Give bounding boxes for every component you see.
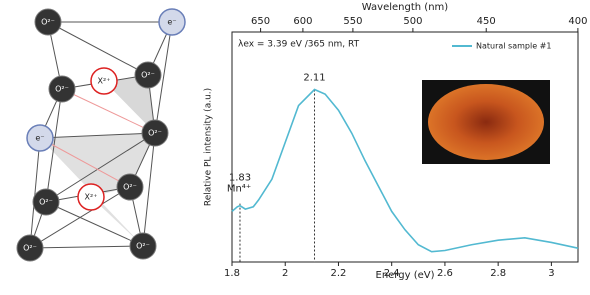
y-axis-label: Relative PL intensity (a.u.) <box>204 88 214 206</box>
x-tick-label: 2.4 <box>384 268 400 279</box>
x-tick-label: 3 <box>548 268 554 279</box>
atom-label: O²⁻ <box>55 85 69 94</box>
atom-label: e⁻ <box>167 18 176 27</box>
atom-label: O²⁻ <box>123 183 137 192</box>
x-tick-label: 2.8 <box>490 268 506 279</box>
atom-label: O²⁻ <box>136 242 150 251</box>
x-tick-label: 2.2 <box>331 268 347 279</box>
marker-label: 1.83 <box>229 173 251 184</box>
legend-label: Natural sample #1 <box>476 42 551 51</box>
x2-tick-label: 600 <box>293 16 312 27</box>
x2-axis-label: Wavelength (nm) <box>362 2 448 13</box>
edge <box>40 22 155 246</box>
atom-label: e⁻ <box>35 134 44 143</box>
figure: O²⁻ e⁻ O²⁻ X²⁺ O²⁻ e⁻ O²⁻ O²⁻ X²⁺ O²⁻ O²⁻ O²⁻ Energ… <box>0 0 590 295</box>
x-tick-label: 2.6 <box>437 268 453 279</box>
x-tick-label: 1.8 <box>224 268 240 279</box>
x2-tick-label: 400 <box>568 16 587 27</box>
atom-label: X²⁺ <box>85 193 98 202</box>
atom-label: X²⁺ <box>98 77 111 86</box>
x2-tick-label: 550 <box>343 16 362 27</box>
atom-label: O²⁻ <box>39 198 53 207</box>
atom-label: O²⁻ <box>41 18 55 27</box>
x2-tick-label: 450 <box>477 16 496 27</box>
x2-tick-label: 650 <box>251 16 270 27</box>
marker-note: Mn⁴⁺ <box>227 184 251 195</box>
annotation: λex = 3.39 eV /365 nm, RT <box>238 40 360 50</box>
gem <box>428 84 544 160</box>
x-tick-label: 2 <box>282 268 288 279</box>
atom-label: O²⁻ <box>23 244 37 253</box>
atom-label: O²⁻ <box>141 71 155 80</box>
marker-label: 2.11 <box>303 73 325 84</box>
chart: Energy (eV) Wavelength (nm) Relative PL … <box>204 2 588 281</box>
atom-label: O²⁻ <box>148 129 162 138</box>
x2-tick-label: 500 <box>403 16 422 27</box>
